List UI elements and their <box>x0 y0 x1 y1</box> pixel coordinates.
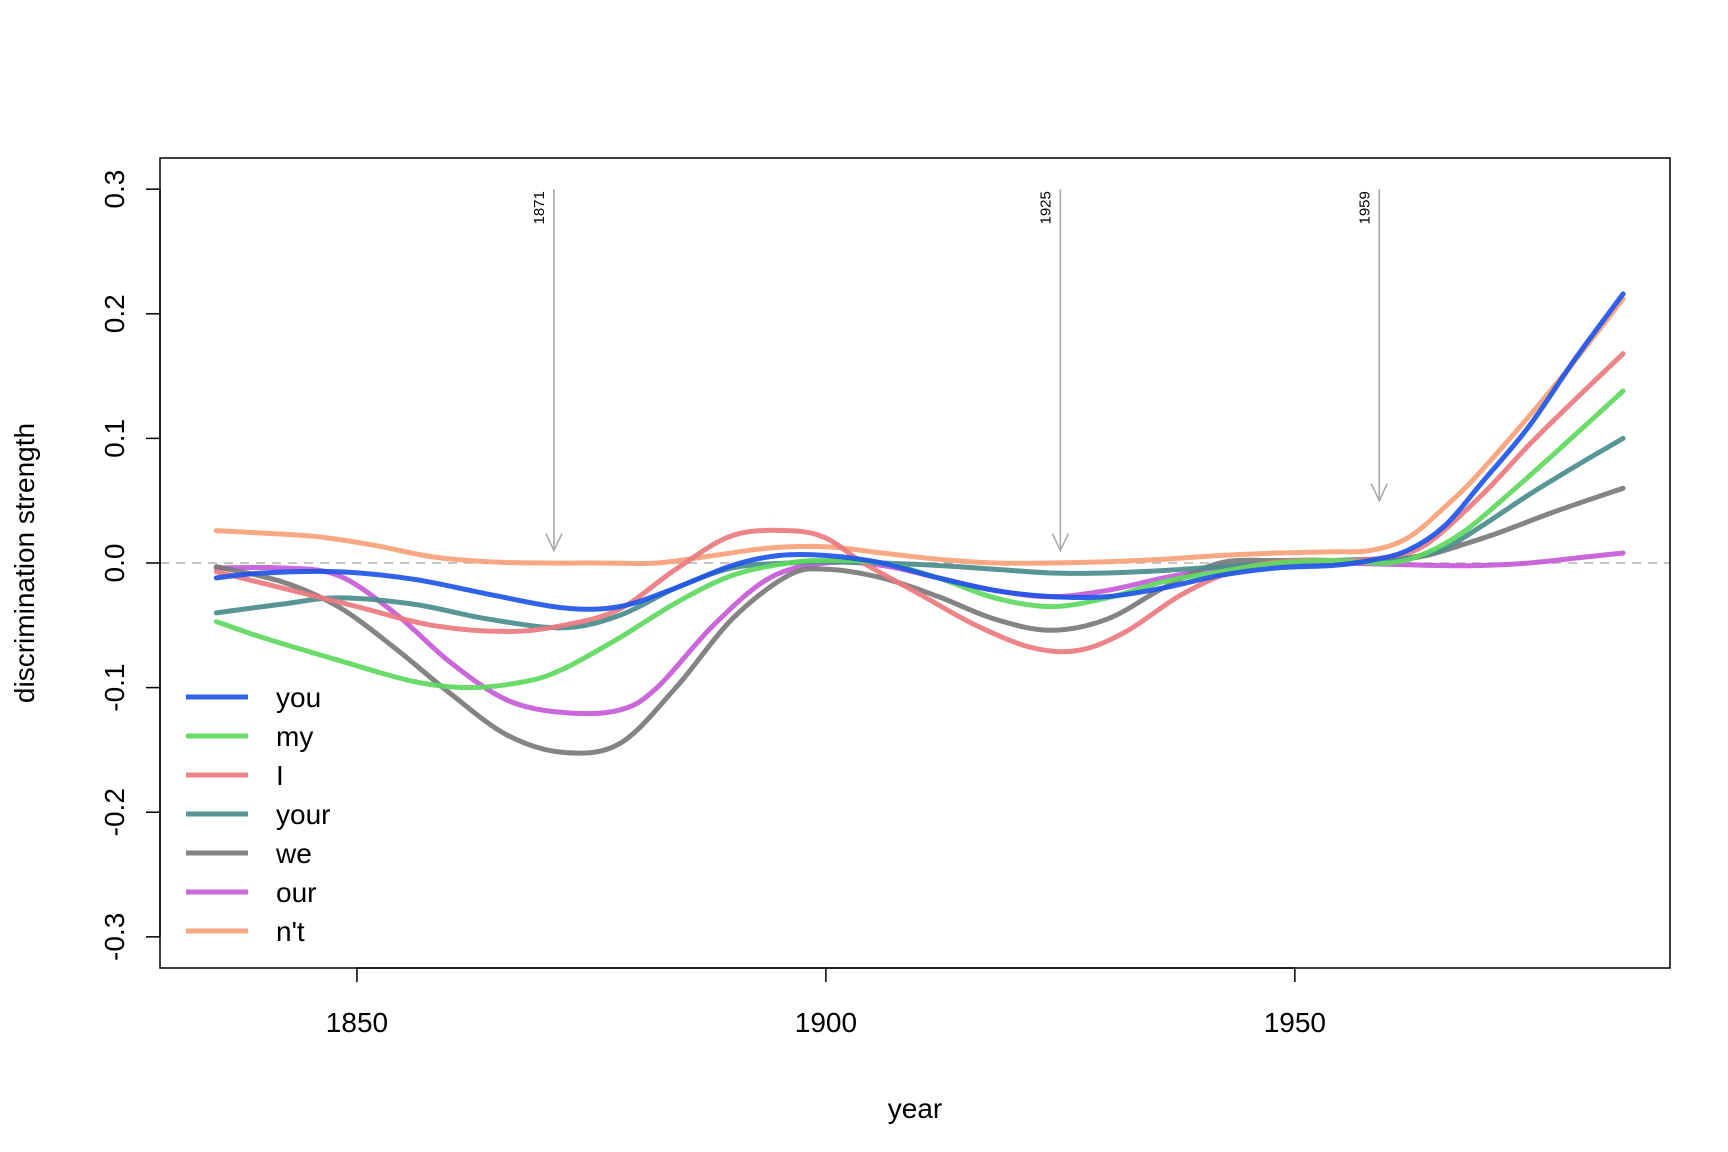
y-tick-label: 0.2 <box>99 294 130 333</box>
x-axis: 1850 1900 1950 <box>326 967 1326 1038</box>
x-tick-label: 1950 <box>1264 1007 1326 1038</box>
legend-label: n't <box>276 916 305 947</box>
y-tick-label: 0.0 <box>99 544 130 583</box>
event-arrow-head <box>1370 483 1388 503</box>
y-axis: -0.3 -0.2 -0.1 0.0 0.1 0.2 0.3 <box>99 170 161 961</box>
y-axis-title: discrimination strength <box>9 423 40 703</box>
y-tick-label: -0.2 <box>99 788 130 836</box>
series-line-you <box>213 291 1626 612</box>
event-arrows: 1871 1925 1959 <box>531 189 1388 553</box>
y-tick-label: -0.3 <box>99 913 130 961</box>
event-label: 1871 <box>531 191 548 224</box>
x-tick-label: 1900 <box>795 1007 857 1038</box>
series-line-nt <box>213 296 1626 567</box>
event-arrow-head <box>545 533 563 553</box>
legend-label: our <box>276 877 316 908</box>
legend-label: we <box>275 838 312 869</box>
event-label: 1959 <box>1357 191 1374 224</box>
x-axis-title: year <box>888 1093 942 1124</box>
x-tick-label: 1850 <box>326 1007 388 1038</box>
legend-label: your <box>276 799 330 830</box>
y-tick-label: 0.3 <box>99 170 130 209</box>
y-tick-label: -0.1 <box>99 663 130 711</box>
event-arrow-head <box>1051 533 1070 553</box>
legend-label: you <box>276 682 321 713</box>
legend-label: my <box>276 721 313 752</box>
series-lines <box>213 291 1626 756</box>
event-label: 1925 <box>1038 191 1055 224</box>
series-line-i <box>213 351 1626 655</box>
legend-label: I <box>276 760 284 791</box>
y-tick-label: 0.1 <box>99 419 130 458</box>
